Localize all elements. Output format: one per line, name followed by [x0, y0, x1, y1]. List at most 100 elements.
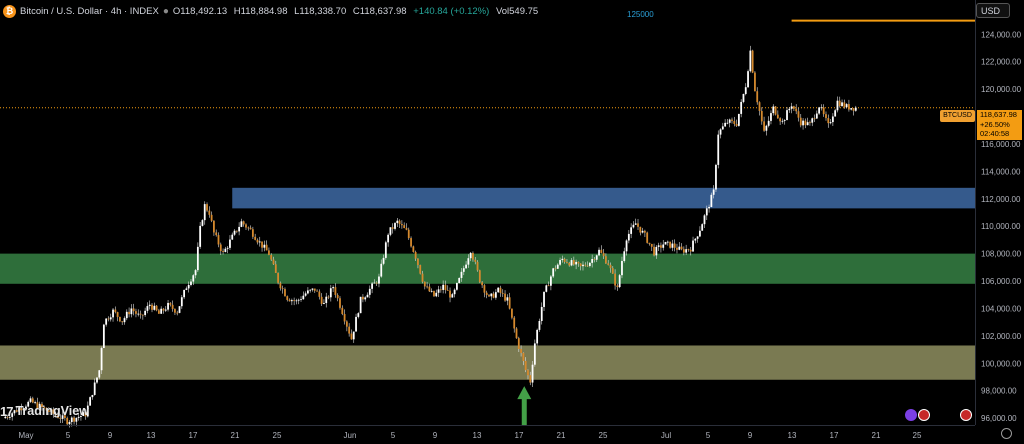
candle-body: [788, 108, 791, 111]
candle-body: [206, 204, 208, 211]
candle-body: [350, 333, 353, 340]
candle-body: [70, 417, 73, 422]
candle-body: [146, 306, 149, 311]
us-flag-event-icon-2[interactable]: [960, 409, 972, 421]
candle-body: [256, 239, 259, 243]
price-axis[interactable]: [975, 0, 1024, 425]
candle-body: [795, 108, 798, 112]
currency-selector[interactable]: USD: [976, 3, 1010, 18]
candle-body: [341, 307, 344, 315]
candle-body: [439, 289, 442, 291]
candle-body: [572, 260, 575, 265]
candle-body: [829, 122, 832, 124]
candle-body: [492, 293, 495, 298]
candle-body: [382, 257, 385, 264]
candle-body: [6, 416, 9, 418]
zone-support-mid: [0, 253, 975, 284]
candle-body: [781, 120, 784, 122]
candle-body: [527, 370, 529, 376]
candle-body: [281, 288, 284, 290]
candle-body: [465, 264, 467, 269]
lightning-event-icon[interactable]: [905, 409, 917, 421]
candle-body: [611, 268, 614, 274]
candle-body: [806, 122, 809, 126]
candle-body: [797, 111, 800, 118]
candle-body: [627, 233, 630, 241]
candle-body: [73, 417, 75, 422]
candle-body: [485, 292, 488, 296]
candle-body: [444, 284, 447, 290]
candle-body: [515, 328, 518, 339]
candle-body: [634, 223, 637, 225]
candle-body: [520, 348, 522, 353]
candle-body: [501, 292, 504, 294]
candle-body: [827, 118, 830, 124]
candle-body: [187, 284, 190, 289]
candle-body: [36, 402, 39, 409]
candle-body: [740, 101, 743, 114]
candle-body: [511, 308, 513, 318]
candle-body: [831, 116, 834, 123]
tradingview-logo[interactable]: 17 TradingView: [0, 402, 89, 420]
candle-body: [820, 107, 823, 109]
current-price: 118,637.98: [980, 110, 1017, 119]
time-axis[interactable]: [0, 425, 975, 444]
candle-body: [648, 242, 651, 244]
candle-body: [451, 294, 454, 298]
candle-body: [643, 230, 646, 233]
candle-body: [822, 107, 825, 115]
candle-body: [153, 305, 156, 310]
candle-body: [719, 129, 722, 135]
candle-body: [662, 244, 665, 248]
candle-body: [630, 227, 633, 234]
settings-gear-icon[interactable]: [1001, 428, 1012, 439]
candle-body: [107, 318, 110, 320]
candle-body: [80, 415, 82, 417]
candle-body: [625, 240, 628, 252]
ohlc-values: O118,492.13 H118,884.98 L118,338.70 C118…: [173, 6, 542, 17]
close-value: C118,637.98: [352, 5, 407, 17]
candle-body: [513, 317, 516, 329]
candle-body: [15, 410, 18, 412]
change-value: +140.84 (+0.12%): [413, 5, 490, 17]
candle-body: [742, 93, 745, 102]
candle-body: [162, 308, 165, 311]
candle-body: [320, 296, 323, 304]
candle-body: [488, 295, 490, 297]
candle-body: [75, 417, 78, 422]
us-flag-event-icon[interactable]: [918, 409, 930, 421]
brand-name: TradingView: [15, 404, 89, 418]
candle-body: [428, 286, 431, 292]
candle-body: [442, 284, 445, 290]
candle-body: [8, 416, 11, 418]
candle-body: [568, 262, 571, 266]
candle-body: [132, 308, 135, 312]
candle-body: [128, 311, 130, 315]
candle-body: [167, 302, 169, 310]
candle-body: [708, 206, 710, 209]
candle-body: [359, 296, 362, 314]
candle-body: [758, 102, 761, 111]
candle-body: [254, 236, 257, 240]
candle-body: [135, 311, 137, 314]
zone-resistance: [232, 187, 975, 209]
open-value: O118,492.13: [172, 5, 228, 17]
candle-body: [61, 415, 64, 419]
candle-body: [721, 126, 724, 130]
candle-body: [637, 223, 639, 227]
symbol-title[interactable]: Bitcoin / U.S. Dollar · 4h · INDEX: [20, 5, 159, 17]
candle-body: [141, 314, 144, 316]
candle-body: [575, 261, 578, 265]
candle-body: [391, 227, 394, 229]
candle-body: [84, 412, 87, 417]
candle-body: [27, 401, 30, 407]
candle-body: [607, 263, 610, 265]
candle-body: [726, 122, 729, 124]
candle-body: [834, 110, 837, 117]
candle-body: [247, 227, 250, 229]
candle-body: [313, 288, 316, 291]
candle-body: [387, 234, 390, 243]
candle-body: [224, 248, 227, 252]
